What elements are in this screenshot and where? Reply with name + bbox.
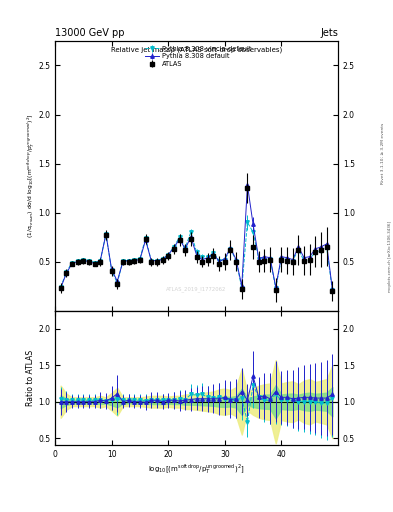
Text: 13000 GeV pp: 13000 GeV pp (55, 28, 125, 38)
Y-axis label: (1/σ$_{resum}$) dσ/d log$_{10}$[(m$^{soft drop}$/p$_T^{ungroomed}$)$^2$]: (1/σ$_{resum}$) dσ/d log$_{10}$[(m$^{sof… (25, 114, 37, 238)
Text: ATLAS_2019_I1772062: ATLAS_2019_I1772062 (166, 286, 227, 292)
Text: Jets: Jets (320, 28, 338, 38)
Text: Relative jet massρ (ATLAS soft-drop observables): Relative jet massρ (ATLAS soft-drop obse… (111, 47, 282, 53)
Text: Rivet 3.1.10; ≥ 3.2M events: Rivet 3.1.10; ≥ 3.2M events (381, 123, 385, 184)
Legend: Pythia 8.308 vincia-default, Pythia 8.308 default, ATLAS: Pythia 8.308 vincia-default, Pythia 8.30… (143, 45, 253, 68)
X-axis label: log$_{10}$[(m$^{\rm soft\,drop}$/p$_T^{\rm ungroomed}$)$^2$]: log$_{10}$[(m$^{\rm soft\,drop}$/p$_T^{\… (148, 462, 245, 476)
Text: mcplots.cern.ch [arXiv:1306.3436]: mcplots.cern.ch [arXiv:1306.3436] (388, 221, 392, 291)
Y-axis label: Ratio to ATLAS: Ratio to ATLAS (26, 350, 35, 406)
